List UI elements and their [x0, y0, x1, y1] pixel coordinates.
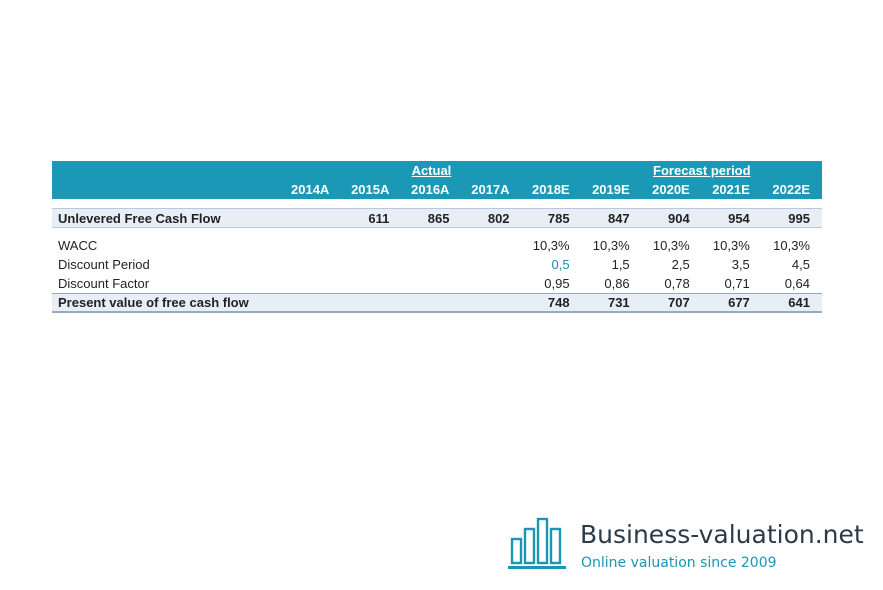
table-cell: 2,5: [671, 257, 690, 272]
table-cell: 802: [461, 208, 522, 228]
table-cell: 847: [581, 208, 642, 228]
table-cell: 0,64: [784, 276, 810, 291]
table-cell: 0,95: [544, 276, 570, 291]
table-cell: 904: [641, 208, 702, 228]
row-label: WACC: [58, 238, 98, 253]
row-label: Present value of free cash flow: [52, 293, 282, 313]
table-cell: 865: [401, 208, 462, 228]
table-cell: 10,3%: [592, 238, 630, 253]
table-cell: [461, 255, 521, 274]
table-cell: 10,3%: [652, 238, 690, 253]
table-cell: [281, 236, 341, 255]
table-cell: 10,3%: [532, 238, 570, 253]
table-cell: [401, 236, 461, 255]
year-header: 2015A: [341, 179, 402, 199]
table-cell: 954: [701, 208, 762, 228]
table-cell: [401, 274, 461, 294]
table-cell: 677: [701, 293, 762, 313]
table-cell: [281, 293, 342, 313]
group-forecast: Forecast period: [581, 161, 822, 179]
table-cell: [461, 274, 521, 294]
year-header: 2021E: [701, 179, 762, 199]
table-cell: 995: [761, 208, 822, 228]
table-row-ufcf: Unlevered Free Cash Flow 611 865 802 785…: [52, 208, 822, 228]
table-cell: [281, 274, 341, 294]
table-cell: 731: [581, 293, 642, 313]
table-cell: [461, 236, 521, 255]
year-header: 2019E: [581, 179, 642, 199]
table-cell: 748: [521, 293, 582, 313]
table-cell: [281, 208, 342, 228]
table-cell: [401, 255, 461, 274]
table-cell: [341, 293, 402, 313]
table-cell: [401, 293, 462, 313]
table-cell: [281, 255, 341, 274]
table-cell: 4,5: [791, 257, 810, 272]
table-cell-highlight: 0,5: [551, 257, 570, 272]
table-cell: [341, 274, 401, 294]
table-cell: 0,78: [664, 276, 690, 291]
table-cell: 0,71: [724, 276, 750, 291]
table-cell: 611: [341, 208, 402, 228]
bar-chart-icon: [508, 517, 566, 569]
row-label: Discount Period: [58, 257, 150, 272]
header-group-row: Actual Forecast period: [52, 161, 822, 179]
table-cell: 641: [761, 293, 822, 313]
table-cell: 10,3%: [712, 238, 750, 253]
row-label: Discount Factor: [58, 276, 150, 291]
table-row-discount-period: Discount Period 0,5 1,5 2,5 3,5 4,5: [52, 255, 822, 274]
logo-title: Business-valuation.net: [580, 520, 864, 549]
year-header: 2016A: [401, 179, 462, 199]
table-cell: 10,3%: [773, 238, 810, 253]
year-header: 2018E: [521, 179, 582, 199]
table-row-wacc: WACC 10,3% 10,3% 10,3% 10,3% 10,3%: [52, 236, 822, 255]
table-cell: 1,5: [611, 257, 630, 272]
year-header: 2022E: [761, 179, 822, 199]
table-cell: 3,5: [731, 257, 750, 272]
year-header: 2014A: [281, 179, 342, 199]
header-years-row: 2014A 2015A 2016A 2017A 2018E 2019E 2020…: [52, 179, 822, 199]
table-row-discount-factor: Discount Factor 0,95 0,86 0,78 0,71 0,64: [52, 274, 822, 294]
dcf-table: Actual Forecast period 2014A 2015A 2016A…: [52, 161, 822, 313]
table-cell: [341, 255, 401, 274]
table-cell: [461, 293, 522, 313]
dcf-table-container: Actual Forecast period 2014A 2015A 2016A…: [52, 161, 822, 313]
group-actual: Actual: [341, 161, 522, 179]
brand-logo: Business-valuation.net Online valuation …: [508, 517, 868, 577]
year-header: 2017A: [461, 179, 522, 199]
logo-subtitle: Online valuation since 2009: [581, 555, 777, 571]
row-label: Unlevered Free Cash Flow: [52, 208, 282, 228]
table-cell: 785: [521, 208, 582, 228]
table-cell: [341, 236, 401, 255]
table-cell: 0,86: [604, 276, 630, 291]
table-row-present-value: Present value of free cash flow 748 731 …: [52, 293, 822, 313]
table-cell: 707: [641, 293, 702, 313]
year-header: 2020E: [641, 179, 702, 199]
